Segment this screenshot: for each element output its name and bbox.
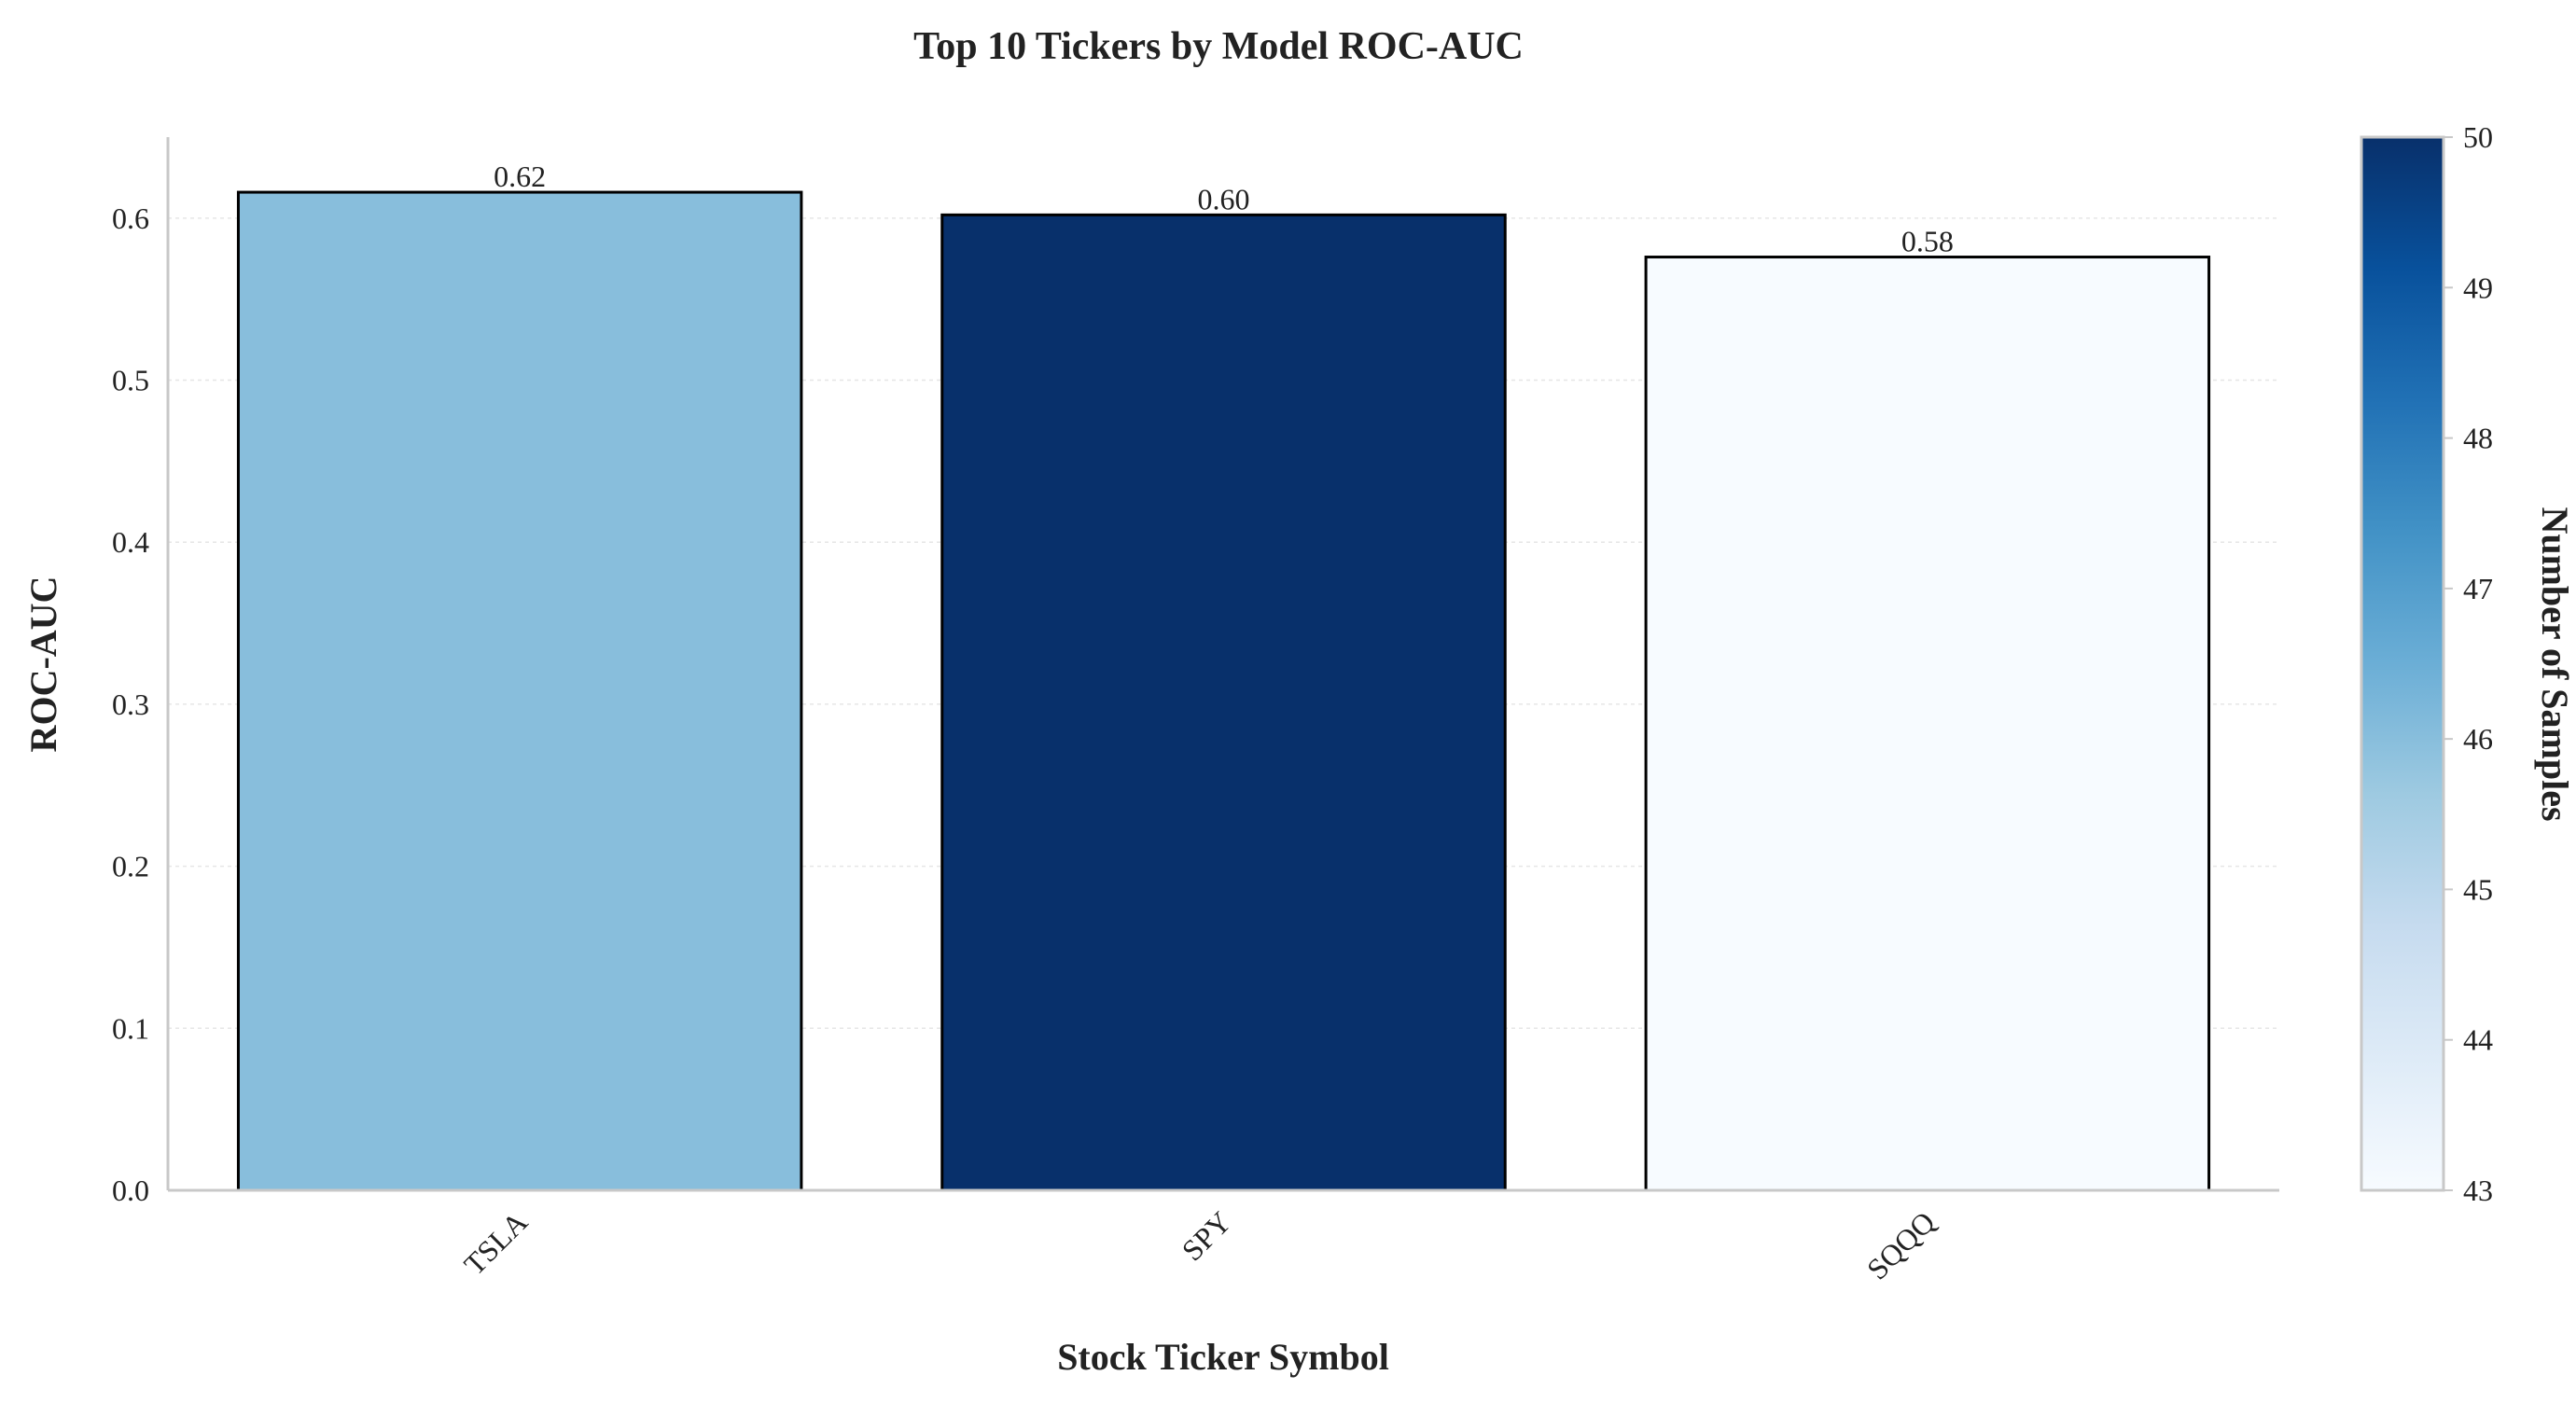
x-tick-labels: TSLA SPY SQQQ: [457, 1204, 1942, 1285]
colorbar-tick-label: 49: [2463, 271, 2493, 304]
colorbar-tick-label: 44: [2463, 1023, 2493, 1057]
y-tick-label: 0.2: [112, 850, 149, 883]
bar-sqqq: [1644, 256, 2211, 1192]
colorbar-tick-label: 45: [2463, 872, 2493, 906]
bar-value-label: 0.60: [1198, 182, 1250, 215]
colorbar: [2360, 135, 2445, 1192]
y-tick-label: 0.0: [112, 1174, 149, 1207]
x-tick-label: SPY: [1175, 1204, 1237, 1267]
bar-value-label: 0.58: [1901, 225, 1954, 258]
y-tick-label: 0.4: [112, 525, 149, 559]
y-tick-label: 0.3: [112, 688, 149, 721]
colorbar-tick-label: 48: [2463, 422, 2493, 455]
y-axis-label: ROC-AUC: [22, 576, 64, 753]
colorbar-label: Number of Samples: [2534, 507, 2576, 821]
y-tick-labels: 0.0 0.1 0.2 0.3 0.4 0.5 0.6: [112, 201, 149, 1207]
bar-tsla: [236, 190, 803, 1192]
y-tick-label: 0.1: [112, 1011, 149, 1045]
bar-value-label: 0.62: [494, 160, 546, 193]
colorbar-tick-label: 50: [2463, 120, 2493, 154]
colorbar-tick-label: 47: [2463, 572, 2493, 605]
y-tick-label: 0.6: [112, 201, 149, 235]
bars: [236, 190, 2211, 1192]
y-tick-label: 0.5: [112, 364, 149, 397]
x-tick-label: TSLA: [457, 1204, 534, 1281]
chart-title: Top 10 Tickers by Model ROC-AUC: [913, 25, 1524, 68]
x-tick-label: SQQQ: [1860, 1204, 1942, 1285]
bar-spy: [940, 213, 1507, 1192]
colorbar-tick-label: 46: [2463, 722, 2493, 756]
x-axis-label: Stock Ticker Symbol: [1057, 1336, 1389, 1378]
colorbar-tick-labels: 43 44 45 46 47 48 49 50: [2444, 120, 2493, 1207]
bar-value-labels: 0.62 0.60 0.58: [494, 160, 1954, 257]
colorbar-tick-label: 43: [2463, 1174, 2493, 1207]
